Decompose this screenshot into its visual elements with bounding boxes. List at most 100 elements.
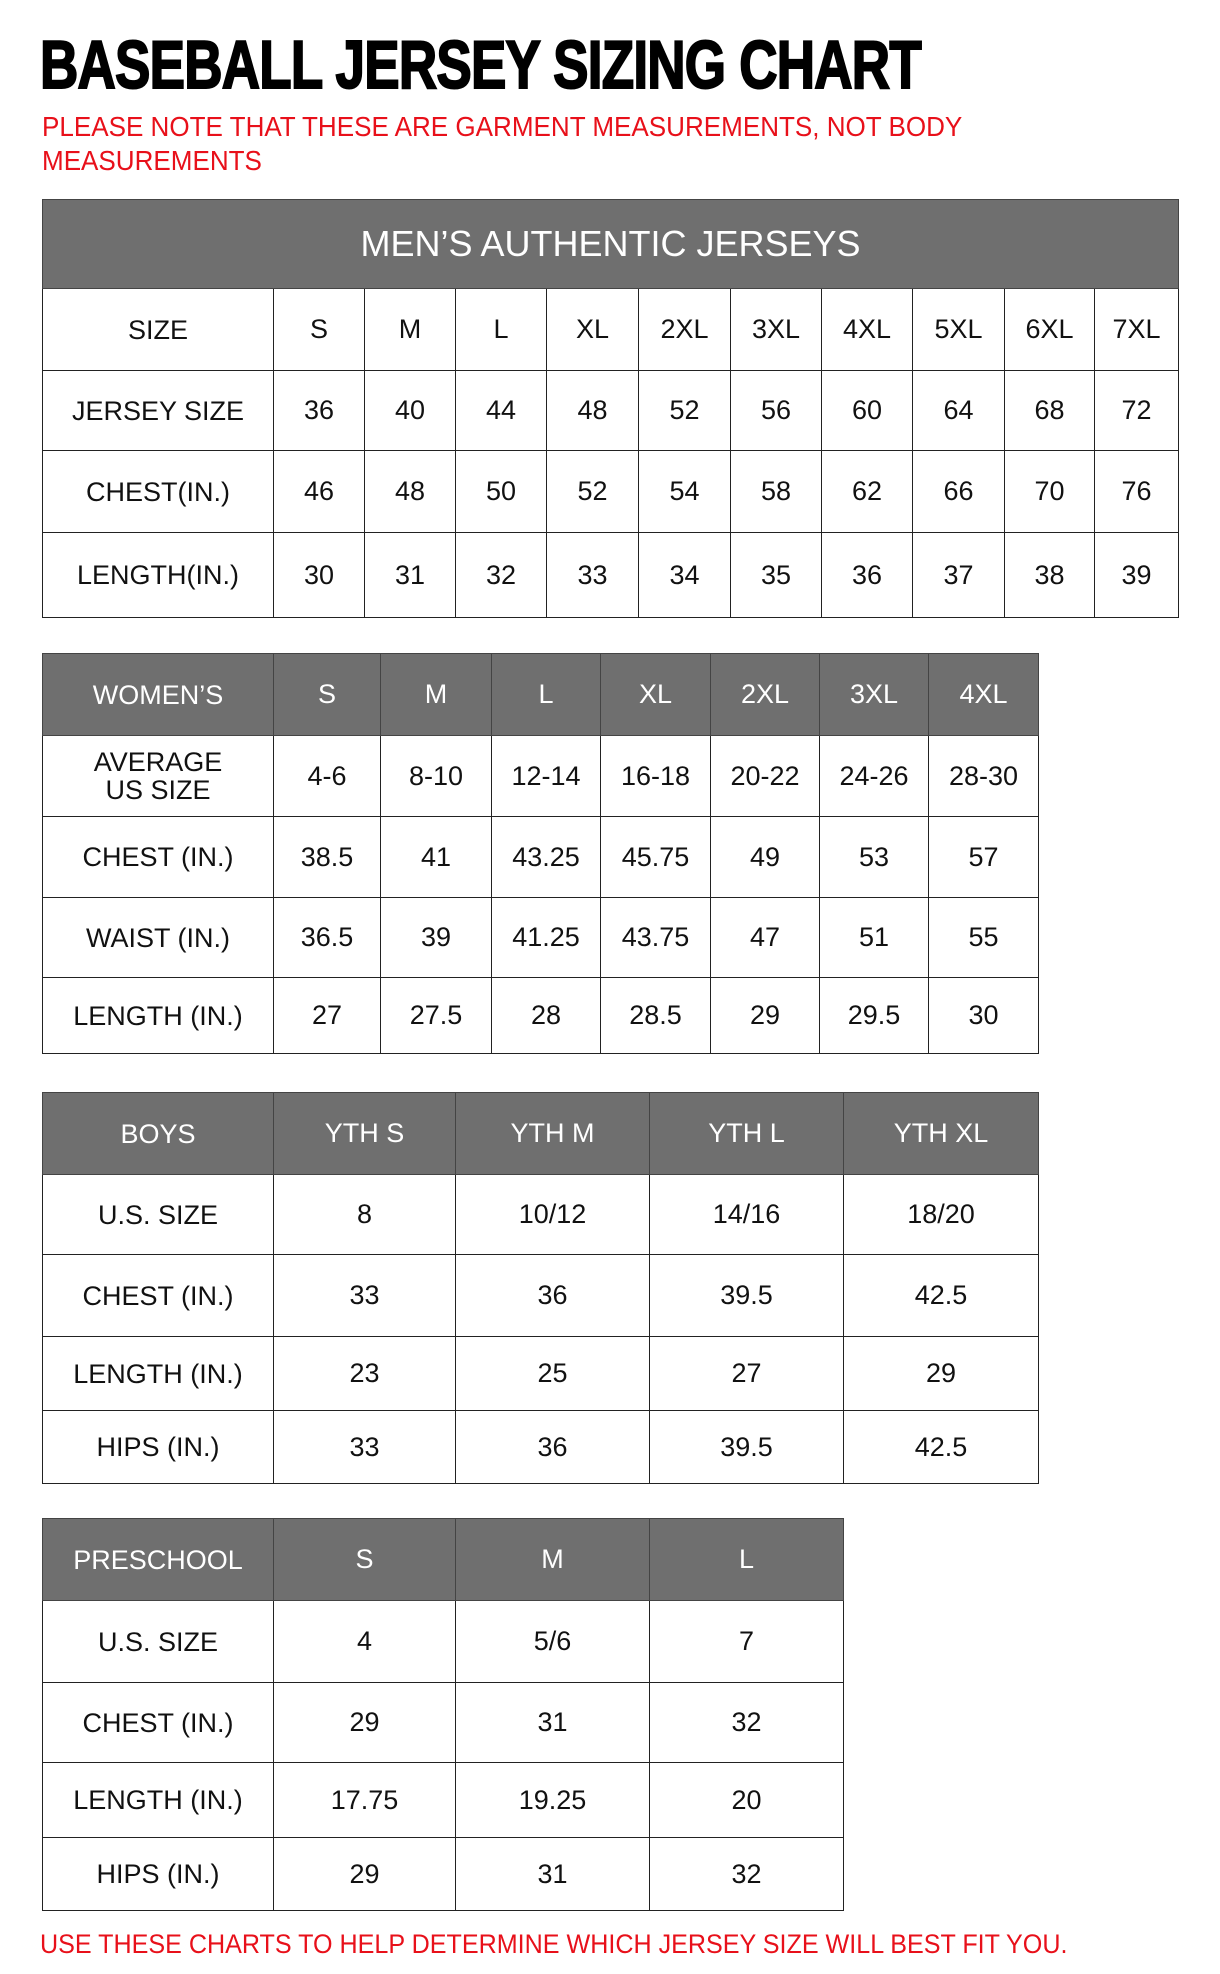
- row-label: CHEST (IN.): [42, 1682, 274, 1763]
- measurement-cell: 62: [821, 450, 913, 533]
- table-row: CHEST (IN.) 38.5 41 43.25 45.75 49 53 57: [42, 816, 1039, 898]
- measurement-cell: 36: [455, 1254, 650, 1337]
- table-row: CHEST (IN.) 29 31 32: [42, 1682, 844, 1763]
- size-header-cell: L: [455, 288, 547, 371]
- measurement-cell: 37: [912, 532, 1005, 618]
- size-header-cell: L: [491, 653, 601, 736]
- measurement-cell: 52: [546, 450, 639, 533]
- size-header-cell: 2XL: [638, 288, 731, 371]
- measurement-cell: 33: [273, 1254, 456, 1337]
- measurement-cell: 39: [380, 897, 492, 978]
- measurement-cell: 27: [273, 977, 381, 1054]
- measurement-cell: 57: [928, 816, 1039, 898]
- measurement-cell: 7: [649, 1600, 844, 1683]
- measurement-cell: 8-10: [380, 735, 492, 817]
- measurement-cell: 33: [273, 1410, 456, 1484]
- row-label: LENGTH (IN.): [42, 977, 274, 1054]
- measurement-cell: 12-14: [491, 735, 601, 817]
- measurement-cell: 72: [1093, 370, 1180, 451]
- womens-size-table: WOMEN’S S M L XL 2XL 3XL 4XL AVERAGE US SIZE 4-6 8-…: [42, 653, 1039, 1054]
- measurement-cell: 66: [912, 450, 1005, 533]
- table-row: LENGTH (IN.) 27 27.5 28 28.5 29 29.5 30: [42, 977, 1039, 1054]
- boys-size-table: BOYS YTH S YTH M YTH L YTH XL U.S. SIZE 8 10/12…: [42, 1092, 1039, 1484]
- measurement-cell: 25: [455, 1336, 650, 1411]
- measurement-cell: 29.5: [819, 977, 929, 1054]
- measurement-cell: 28: [491, 977, 601, 1054]
- measurement-cell: 31: [455, 1682, 650, 1763]
- measurement-cell: 28.5: [600, 977, 711, 1054]
- measurement-cell: 20: [649, 1762, 844, 1838]
- measurement-cell: 28-30: [928, 735, 1039, 817]
- measurement-cell: 32: [649, 1682, 844, 1763]
- table-header-row: WOMEN’S S M L XL 2XL 3XL 4XL: [42, 653, 1039, 736]
- table-banner-row: MEN’S AUTHENTIC JERSEYS: [41, 199, 1180, 289]
- measurement-cell: 27.5: [380, 977, 492, 1054]
- measurement-cell: 36.5: [273, 897, 381, 978]
- size-header-cell: 4XL: [821, 288, 913, 371]
- row-label: CHEST (IN.): [42, 1254, 274, 1337]
- measurement-cell: 41: [380, 816, 492, 898]
- table-header-row: PRESCHOOL S M L: [42, 1518, 844, 1601]
- row-label: U.S. SIZE: [42, 1600, 274, 1683]
- table-row: AVERAGE US SIZE 4-6 8-10 12-14 16-18 20-22 24-2…: [42, 735, 1039, 817]
- row-label: PRESCHOOL: [42, 1518, 274, 1601]
- measurement-cell: 14/16: [649, 1174, 844, 1255]
- measurement-cell: 43.25: [491, 816, 601, 898]
- row-label: CHEST(IN.): [42, 450, 274, 533]
- row-label: JERSEY SIZE: [42, 370, 274, 451]
- preschool-size-table: PRESCHOOL S M L U.S. SIZE 4 5/6 7 CHEST (IN.) 29 3…: [42, 1518, 844, 1911]
- row-label: HIPS (IN.): [42, 1410, 274, 1484]
- size-header-cell: XL: [600, 653, 711, 736]
- row-label: HIPS (IN.): [42, 1837, 274, 1911]
- size-header-cell: M: [455, 1518, 650, 1601]
- size-header-cell: 6XL: [1004, 288, 1095, 371]
- measurement-cell: 36: [273, 370, 365, 451]
- table-row: HIPS (IN.) 29 31 32: [42, 1837, 844, 1911]
- size-header-cell: 7XL: [1093, 288, 1180, 371]
- fit-help-footer: USE THESE CHARTS TO HELP DETERMINE WHICH…: [40, 1929, 1068, 1959]
- measurement-cell: 70: [1004, 450, 1095, 533]
- measurement-cell: 23: [273, 1336, 456, 1411]
- size-header-cell: YTH XL: [843, 1092, 1039, 1175]
- measurement-cell: 48: [364, 450, 456, 533]
- size-header-cell: XL: [546, 288, 639, 371]
- measurement-cell: 35: [730, 532, 822, 618]
- measurement-cell: 41.25: [491, 897, 601, 978]
- size-header-cell: 3XL: [819, 653, 929, 736]
- row-label: SIZE: [42, 288, 274, 371]
- measurement-cell: 31: [455, 1837, 650, 1911]
- measurement-cell: 42.5: [843, 1254, 1039, 1337]
- size-header-cell: M: [380, 653, 492, 736]
- table-row: LENGTH (IN.) 23 25 27 29: [42, 1336, 1039, 1411]
- measurement-cell: 33: [546, 532, 639, 618]
- measurement-cell: 46: [273, 450, 365, 533]
- row-label: BOYS: [42, 1092, 274, 1175]
- measurement-cell: 16-18: [600, 735, 711, 817]
- size-header-cell: 4XL: [928, 653, 1039, 736]
- row-label: AVERAGE US SIZE: [42, 735, 274, 817]
- measurement-cell: 20-22: [710, 735, 820, 817]
- size-header-cell: YTH S: [273, 1092, 456, 1175]
- row-label-line: AVERAGE: [93, 747, 223, 777]
- measurement-cell: 29: [273, 1682, 456, 1763]
- table-row: LENGTH(IN.) 30 31 32 33 34 35 36 37 38 39: [42, 532, 1180, 618]
- measurement-cell: 4: [273, 1600, 456, 1683]
- size-header-cell: 3XL: [730, 288, 822, 371]
- size-header-cell: S: [273, 1518, 456, 1601]
- measurement-cell: 29: [843, 1336, 1039, 1411]
- row-label: WAIST (IN.): [42, 897, 274, 978]
- measurement-cell: 50: [455, 450, 547, 533]
- measurement-cell: 34: [638, 532, 731, 618]
- table-banner-title: MEN’S AUTHENTIC JERSEYS: [41, 199, 1180, 289]
- size-header-cell: S: [273, 288, 365, 371]
- measurement-cell: 24-26: [819, 735, 929, 817]
- measurement-cell: 39.5: [649, 1410, 844, 1484]
- measurement-cell: 55: [928, 897, 1039, 978]
- measurement-cell: 40: [364, 370, 456, 451]
- row-label: LENGTH (IN.): [42, 1762, 274, 1838]
- measurement-cell: 52: [638, 370, 731, 451]
- row-label: U.S. SIZE: [42, 1174, 274, 1255]
- measurement-cell: 64: [912, 370, 1005, 451]
- mens-size-table: MEN’S AUTHENTIC JERSEYS SIZE S M L XL 2XL 3XL 4X…: [41, 199, 1180, 618]
- measurement-cell: 38: [1004, 532, 1095, 618]
